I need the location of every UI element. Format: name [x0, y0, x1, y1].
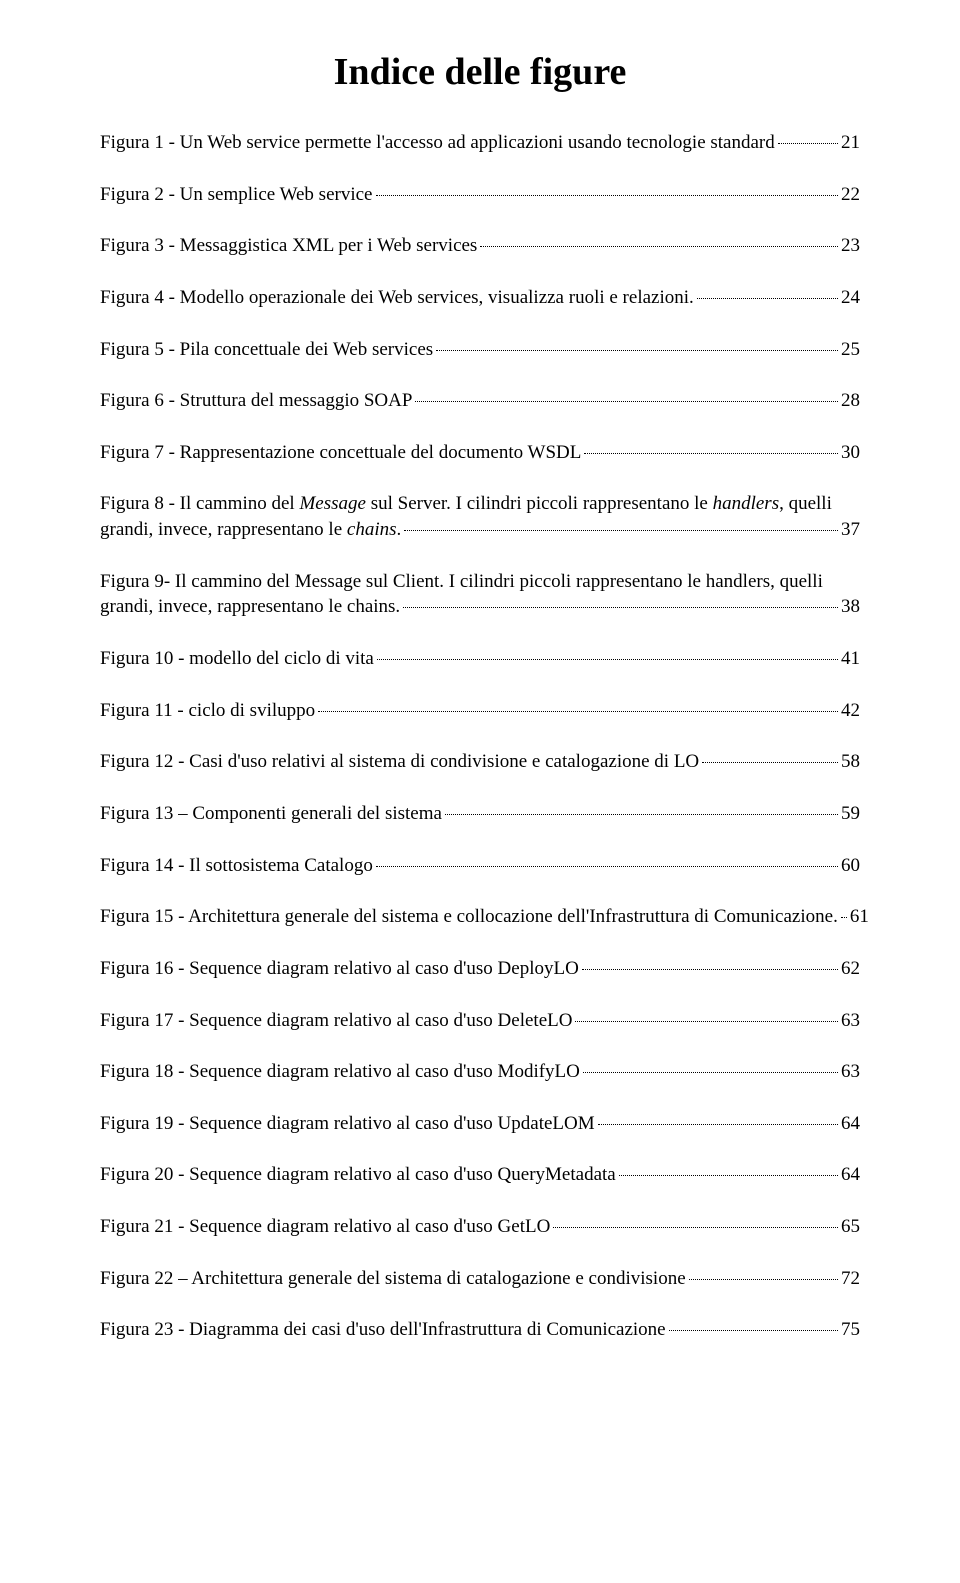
toc-entry: Figura 8 - Il cammino del Message sul Se…: [100, 491, 860, 542]
toc-entry: Figura 21 - Sequence diagram relativo al…: [100, 1214, 860, 1240]
toc-leader: [583, 1072, 838, 1073]
toc-entry-page: 30: [841, 440, 860, 466]
list-of-figures: Figura 1 - Un Web service permette l'acc…: [100, 130, 860, 1343]
toc-entry-page: 28: [841, 388, 860, 414]
toc-leader: [376, 195, 839, 196]
toc-entry-page: 65: [841, 1214, 860, 1240]
toc-entry-label: Figura 13 – Componenti generali del sist…: [100, 801, 442, 827]
toc-leader: [404, 530, 838, 531]
toc-leader: [436, 350, 838, 351]
toc-entry-page: 41: [841, 646, 860, 672]
toc-leader: [575, 1021, 838, 1022]
toc-entry-label: Figura 21 - Sequence diagram relativo al…: [100, 1214, 550, 1240]
toc-entry-page: 21: [841, 130, 860, 156]
toc-entry-label: Figura 23 - Diagramma dei casi d'uso del…: [100, 1317, 666, 1343]
toc-entry-page: 59: [841, 801, 860, 827]
toc-entry: Figura 19 - Sequence diagram relativo al…: [100, 1111, 860, 1137]
toc-entry-label: Figura 20 - Sequence diagram relativo al…: [100, 1162, 616, 1188]
toc-entry: Figura 4 - Modello operazionale dei Web …: [100, 285, 860, 311]
toc-entry-page: 58: [841, 749, 860, 775]
toc-leader: [689, 1279, 838, 1280]
toc-entry-page: 63: [841, 1008, 860, 1034]
toc-entry-label: Figura 6 - Struttura del messaggio SOAP: [100, 388, 412, 414]
toc-entry: Figura 16 - Sequence diagram relativo al…: [100, 956, 860, 982]
toc-entry-label: Figura 3 - Messaggistica XML per i Web s…: [100, 233, 477, 259]
toc-leader: [702, 762, 838, 763]
toc-entry-label-tail: grandi, invece, rappresentano le chains.: [100, 594, 400, 620]
toc-leader: [445, 814, 838, 815]
toc-leader: [669, 1330, 838, 1331]
toc-entry-page: 75: [841, 1317, 860, 1343]
toc-entry-page: 37: [841, 517, 860, 543]
toc-entry: Figura 3 - Messaggistica XML per i Web s…: [100, 233, 860, 259]
toc-leader: [619, 1175, 838, 1176]
toc-leader: [582, 969, 838, 970]
toc-entry-label: Figura 19 - Sequence diagram relativo al…: [100, 1111, 595, 1137]
toc-entry-label-tail: grandi, invece, rappresentano le chains.: [100, 517, 401, 543]
toc-entry-page: 63: [841, 1059, 860, 1085]
toc-entry-label: Figura 17 - Sequence diagram relativo al…: [100, 1008, 572, 1034]
toc-leader: [376, 866, 838, 867]
toc-entry: Figura 14 - Il sottosistema Catalogo 60: [100, 853, 860, 879]
toc-entry-label: Figura 8 - Il cammino del Message sul Se…: [100, 491, 860, 517]
toc-leader: [403, 607, 838, 608]
toc-entry-label: Figura 1 - Un Web service permette l'acc…: [100, 130, 775, 156]
toc-entry-page: 38: [841, 594, 860, 620]
toc-entry-page: 64: [841, 1111, 860, 1137]
toc-entry-page: 61: [850, 904, 869, 930]
document-page: Indice delle figure Figura 1 - Un Web se…: [0, 0, 960, 1429]
toc-leader: [480, 246, 838, 247]
toc-entry-label: Figura 12 - Casi d'uso relativi al siste…: [100, 749, 699, 775]
toc-entry: Figura 17 - Sequence diagram relativo al…: [100, 1008, 860, 1034]
toc-entry: Figura 13 – Componenti generali del sist…: [100, 801, 860, 827]
toc-leader: [841, 917, 847, 918]
toc-leader: [553, 1227, 838, 1228]
toc-entry-page: 60: [841, 853, 860, 879]
toc-entry-label: Figura 16 - Sequence diagram relativo al…: [100, 956, 579, 982]
toc-entry-label: Figura 4 - Modello operazionale dei Web …: [100, 285, 694, 311]
toc-entry-label: Figura 5 - Pila concettuale dei Web serv…: [100, 337, 433, 363]
toc-entry-page: 42: [841, 698, 860, 724]
toc-entry: Figura 12 - Casi d'uso relativi al siste…: [100, 749, 860, 775]
toc-entry: Figura 18 - Sequence diagram relativo al…: [100, 1059, 860, 1085]
toc-entry-page: 72: [841, 1266, 860, 1292]
toc-entry-label: Figura 22 – Architettura generale del si…: [100, 1266, 686, 1292]
toc-entry-label: Figura 11 - ciclo di sviluppo: [100, 698, 315, 724]
toc-entry: Figura 7 - Rappresentazione concettuale …: [100, 440, 860, 466]
toc-entry: Figura 9- Il cammino del Message sul Cli…: [100, 569, 860, 620]
page-title: Indice delle figure: [100, 50, 860, 94]
toc-entry-label: Figura 10 - modello del ciclo di vita: [100, 646, 374, 672]
toc-leader: [778, 143, 838, 144]
toc-entry-label: Figura 9- Il cammino del Message sul Cli…: [100, 569, 860, 595]
toc-entry-label: Figura 14 - Il sottosistema Catalogo: [100, 853, 373, 879]
toc-entry: Figura 1 - Un Web service permette l'acc…: [100, 130, 860, 156]
toc-entry-label: Figura 2 - Un semplice Web service: [100, 182, 373, 208]
toc-entry-page: 24: [841, 285, 860, 311]
toc-entry: Figura 20 - Sequence diagram relativo al…: [100, 1162, 860, 1188]
toc-entry-page: 25: [841, 337, 860, 363]
toc-leader: [415, 401, 838, 402]
toc-entry-page: 23: [841, 233, 860, 259]
toc-entry: Figura 23 - Diagramma dei casi d'uso del…: [100, 1317, 860, 1343]
toc-leader: [697, 298, 838, 299]
toc-entry: Figura 15 - Architettura generale del si…: [100, 904, 860, 930]
toc-leader: [377, 659, 838, 660]
toc-entry: Figura 22 – Architettura generale del si…: [100, 1266, 860, 1292]
toc-entry: Figura 2 - Un semplice Web service 22: [100, 182, 860, 208]
toc-leader: [598, 1124, 838, 1125]
toc-entry-page: 22: [841, 182, 860, 208]
toc-leader: [584, 453, 838, 454]
toc-entry-label: Figura 15 - Architettura generale del si…: [100, 904, 838, 930]
toc-entry: Figura 10 - modello del ciclo di vita 41: [100, 646, 860, 672]
toc-entry: Figura 11 - ciclo di sviluppo 42: [100, 698, 860, 724]
toc-entry-label: Figura 7 - Rappresentazione concettuale …: [100, 440, 581, 466]
toc-entry: Figura 5 - Pila concettuale dei Web serv…: [100, 337, 860, 363]
toc-entry-page: 64: [841, 1162, 860, 1188]
toc-leader: [318, 711, 838, 712]
toc-entry: Figura 6 - Struttura del messaggio SOAP …: [100, 388, 860, 414]
toc-entry-page: 62: [841, 956, 860, 982]
toc-entry-label: Figura 18 - Sequence diagram relativo al…: [100, 1059, 580, 1085]
